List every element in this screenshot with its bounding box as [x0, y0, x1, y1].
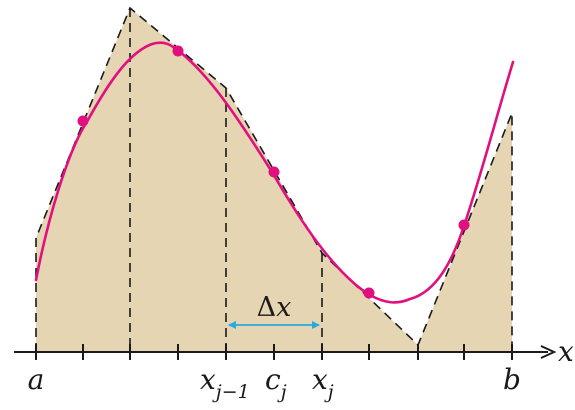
label-cj: cj — [265, 363, 287, 403]
curve-point-4 — [363, 287, 375, 299]
x-axis-label: x — [558, 335, 574, 368]
x-axis-arrowhead — [540, 345, 557, 359]
curve-point-2 — [172, 45, 184, 57]
axis-ticks — [35, 344, 513, 360]
curve-point-5 — [458, 219, 470, 231]
label-a: a — [28, 363, 45, 396]
label-xj-minus-1: xj−1 — [200, 363, 250, 403]
trapezoid-region — [36, 8, 512, 352]
label-b: b — [503, 363, 521, 396]
trapezoid-top-edges — [35, 6, 513, 352]
curve-point-3 — [268, 166, 280, 178]
label-xj: xj — [312, 363, 334, 403]
curve-point-1 — [77, 115, 89, 127]
delta-x-label: Δx — [257, 292, 292, 323]
